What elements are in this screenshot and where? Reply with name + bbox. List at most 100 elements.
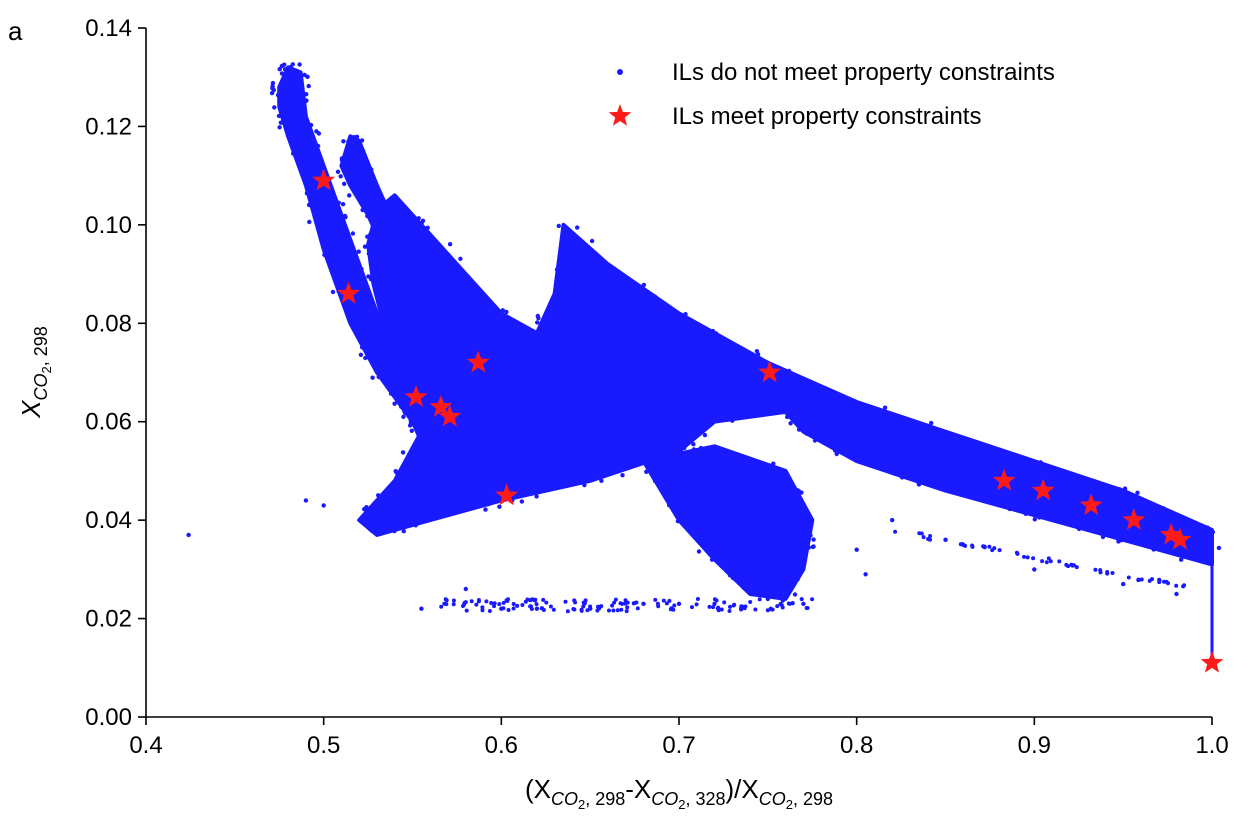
blue-point	[481, 402, 487, 407]
blue-point	[472, 284, 477, 290]
blue-point	[379, 214, 384, 219]
blue-point	[541, 597, 546, 602]
legend-label-meet: ILs meet property constraints	[672, 103, 981, 130]
blue-point	[477, 292, 483, 297]
y-title-main: X	[16, 399, 46, 419]
blue-point	[425, 357, 430, 362]
blue-point	[395, 478, 400, 484]
blue-point	[277, 67, 282, 72]
blue-point	[365, 213, 370, 219]
red-star-point	[1031, 478, 1055, 501]
panel-label: a	[8, 16, 23, 46]
blue-point	[787, 372, 792, 377]
blue-point	[402, 408, 407, 413]
blue-point	[347, 145, 352, 150]
blue-point	[960, 542, 965, 546]
blue-point	[515, 603, 520, 608]
blue-point	[757, 597, 762, 602]
y-tick-label: 0.04	[85, 507, 132, 534]
blue-point	[677, 446, 683, 452]
blue-point	[290, 151, 296, 156]
blue-point	[358, 192, 363, 197]
blue-point	[713, 331, 719, 336]
blue-point	[317, 229, 323, 234]
blue-point	[370, 206, 376, 211]
blue-point	[289, 135, 294, 140]
blue-point	[754, 411, 760, 416]
blue-point	[785, 414, 790, 420]
blue-point	[400, 450, 406, 455]
blue-point	[373, 273, 379, 278]
blue-point	[722, 600, 727, 605]
blue-point	[696, 549, 702, 554]
blue-point	[581, 600, 586, 605]
blue-point	[770, 594, 775, 599]
blue-point	[382, 199, 387, 204]
blue-point	[519, 499, 525, 504]
blue-point	[372, 244, 378, 249]
blue-point	[447, 259, 452, 264]
blue-point	[571, 607, 576, 611]
ticks: 0.4 0.5 0.6 0.7 0.8 0.9 1.0 0.00 0.02 0.04 0.06 0.0…	[85, 15, 1228, 759]
blue-point	[293, 68, 298, 73]
blue-point	[390, 342, 396, 347]
blue-point	[444, 384, 449, 389]
blue-point	[1179, 557, 1184, 562]
x-title-sub3: CO	[759, 789, 786, 809]
blue-point	[347, 179, 352, 185]
blue-point	[446, 252, 451, 258]
blue-point	[497, 504, 502, 509]
blue-point	[322, 252, 327, 257]
blue-point	[351, 177, 357, 182]
blue-point	[792, 592, 798, 597]
blue-point	[788, 421, 793, 426]
blue-point	[695, 597, 700, 601]
blue-point	[469, 599, 474, 604]
blue-point	[314, 129, 319, 134]
blue-point	[692, 453, 697, 458]
blue-point	[412, 318, 417, 324]
blue-point	[404, 521, 409, 526]
blue-point-outlier	[765, 567, 770, 572]
blue-point-outlier	[534, 606, 540, 611]
blue-point	[359, 138, 365, 143]
blue-point	[771, 461, 776, 466]
blue-point	[548, 302, 553, 307]
blue-point	[719, 607, 724, 612]
blue-point	[335, 169, 341, 174]
blue-point	[339, 157, 345, 163]
blue-point	[711, 605, 716, 610]
blue-point	[741, 577, 747, 582]
blue-point	[573, 600, 578, 605]
blue-point	[803, 525, 808, 531]
blue-point	[377, 225, 383, 231]
blue-point	[474, 602, 479, 607]
blue-point	[559, 484, 564, 490]
blue-point	[990, 548, 995, 553]
blue-point	[398, 272, 404, 278]
blue-point	[799, 597, 804, 602]
blue-point	[372, 317, 378, 323]
blue-point	[766, 465, 772, 471]
blue-point	[728, 604, 732, 609]
blue-point	[461, 604, 465, 608]
blue-point	[285, 116, 290, 121]
blue-point	[849, 455, 854, 460]
blue-point	[579, 607, 584, 612]
blue-point	[487, 609, 492, 613]
blue-point	[1022, 554, 1026, 559]
blue-point	[366, 251, 371, 256]
blue-point	[727, 609, 732, 613]
blue-point	[278, 120, 284, 125]
blue-point	[1197, 525, 1203, 530]
blue-point	[442, 601, 447, 606]
blue-point	[661, 598, 666, 603]
blue-point	[460, 269, 466, 274]
blue-point	[613, 597, 618, 602]
blue-point	[465, 446, 470, 451]
blue-point	[1076, 526, 1082, 532]
blue-point	[375, 299, 381, 305]
blue-point	[811, 537, 816, 542]
blue-point	[346, 139, 351, 144]
